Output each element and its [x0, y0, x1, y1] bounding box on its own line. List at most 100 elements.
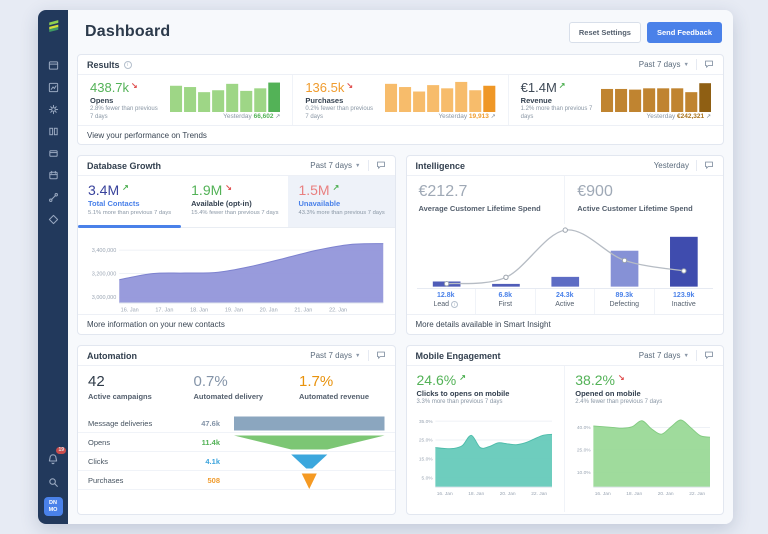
- clicks-to-opens-panel: 24.6% ↗ Clicks to opens on mobile 3.3% mo…: [407, 366, 565, 512]
- sidebar-bottom: 19 DN MO: [43, 447, 66, 516]
- lifecycle-col-defecting[interactable]: 89.3k Defecting: [594, 289, 654, 314]
- lifecycle-col-active[interactable]: 24.3k Active: [534, 289, 595, 314]
- svg-text:35.0%: 35.0%: [418, 419, 432, 425]
- results-panel: Results i Past 7 days ▼ 438.7k ↘ Opens 2.8…: [77, 54, 724, 145]
- funnel-segment-purchases: [234, 471, 385, 490]
- avatar[interactable]: DN MO: [43, 497, 63, 516]
- results-title: Results: [87, 59, 120, 70]
- sidebar-nav: [45, 57, 61, 227]
- comment-icon[interactable]: [376, 157, 386, 175]
- svg-text:20. Jan: 20. Jan: [260, 308, 278, 314]
- results-footer-link[interactable]: View your performance on Trends: [87, 130, 207, 140]
- svg-text:17. Jan: 17. Jan: [155, 308, 173, 314]
- intelligence-footer-link[interactable]: More details available in Smart Insight: [415, 319, 551, 329]
- automation-period-selector[interactable]: Past 7 days ▼: [310, 351, 361, 360]
- sidebar-item-settings-icon[interactable]: [45, 101, 61, 117]
- revenue-bar-chart: [600, 80, 711, 112]
- svg-text:25.0%: 25.0%: [418, 438, 432, 444]
- lifecycle-col-lead[interactable]: 12.8k Lead i: [417, 289, 476, 314]
- svg-text:3,000,000: 3,000,000: [92, 295, 116, 301]
- mobile-engagement-panel: Mobile Engagement Past 7 days ▼ 24.6% ↗ Cl…: [405, 345, 724, 515]
- avatar-initials-line2: MO: [48, 506, 58, 513]
- sidebar-item-campaigns-icon[interactable]: [45, 145, 61, 161]
- comment-icon[interactable]: [704, 56, 714, 74]
- results-period-selector[interactable]: Past 7 days ▼: [638, 60, 689, 69]
- svg-text:40.0%: 40.0%: [577, 425, 591, 431]
- database-growth-panel: Database Growth Past 7 days ▼ 3.4M ↗ Total…: [77, 155, 396, 335]
- database-footer-link[interactable]: More information on your new contacts: [87, 319, 225, 329]
- emarsys-logo[interactable]: [45, 18, 62, 35]
- comment-icon[interactable]: [704, 347, 714, 365]
- trend-arrow: ↘: [617, 373, 625, 382]
- db-tab-available[interactable]: 1.9M ↘ Available (opt-in) 15.4% fewer tha…: [191, 182, 279, 216]
- svg-text:15.0%: 15.0%: [418, 457, 432, 463]
- funnel-row-deliveries: Message deliveries 47.6k: [78, 414, 395, 433]
- kpi-label: Opens: [90, 96, 114, 105]
- topbar: Dashboard Reset Settings Send Feedback: [77, 10, 724, 54]
- db-tab-unavailable[interactable]: 1.5M ↗ Unavailable 43.3% more than previo…: [288, 176, 395, 227]
- chevron-down-icon: ▼: [683, 352, 689, 359]
- sidebar: 19 DN MO: [38, 10, 68, 524]
- sidebar-item-automation-icon[interactable]: [45, 189, 61, 205]
- opens-bar-chart: [170, 80, 281, 112]
- automated-delivery-stat: 0.7% Automated delivery: [193, 373, 264, 401]
- trend-arrow: ↘: [131, 81, 138, 90]
- svg-text:18. Jan: 18. Jan: [190, 308, 208, 314]
- kpi-value: 438.7k: [90, 80, 130, 95]
- svg-text:18. Jan: 18. Jan: [468, 491, 484, 497]
- svg-text:21. Jan: 21. Jan: [294, 308, 312, 314]
- intelligence-panel: Intelligence Yesterday €212.7 Average Cu…: [405, 155, 724, 335]
- contacts-area-chart: 3,000,000 3,200,000 3,400,000 16. Jan 17. Ja…: [78, 228, 395, 314]
- chevron-down-icon: ▼: [355, 352, 361, 359]
- trend-arrow: ↘: [225, 183, 232, 192]
- sidebar-item-content-icon[interactable]: [45, 123, 61, 139]
- intelligence-title: Intelligence: [415, 160, 466, 171]
- lifecycle-col-inactive[interactable]: 123.9k Inactive: [653, 289, 714, 314]
- lifecycle-combo-chart: [407, 224, 724, 288]
- active-campaigns-stat: 42 Active campaigns: [88, 373, 152, 401]
- db-tab-total-contacts[interactable]: 3.4M ↗ Total Contacts 5.1% more than prev…: [78, 176, 182, 228]
- svg-text:22. Jan: 22. Jan: [329, 308, 347, 314]
- sidebar-item-channels-icon[interactable]: [45, 167, 61, 183]
- svg-text:16. Jan: 16. Jan: [121, 308, 139, 314]
- kpi-purchases: 136.5k ↘ Purchases 0.2% fewer than previo…: [292, 75, 507, 125]
- svg-text:20. Jan: 20. Jan: [499, 491, 515, 497]
- clicks-to-opens-area-chart: 35.0% 25.0% 15.0% 5.0% 16. Jan 18. Jan 20. Jan…: [417, 409, 555, 501]
- lifecycle-col-first[interactable]: 6.8k First: [475, 289, 535, 314]
- svg-text:25.0%: 25.0%: [577, 447, 591, 453]
- mobile-engagement-title: Mobile Engagement: [415, 350, 501, 361]
- sidebar-item-start-icon[interactable]: [45, 57, 61, 73]
- kpi-opens: 438.7k ↘ Opens 2.8% fewer than previous 7…: [78, 75, 292, 125]
- comment-icon[interactable]: [376, 347, 386, 365]
- automation-panel: Automation Past 7 days ▼ 42 Active campai…: [77, 345, 396, 515]
- purchases-bar-chart: [385, 80, 496, 112]
- kpi-value: 136.5k: [305, 80, 345, 95]
- svg-text:16. Jan: 16. Jan: [436, 491, 452, 497]
- funnel-segment-clicks: [234, 452, 385, 471]
- funnel-row-purchases: Purchases 508: [78, 471, 395, 490]
- reset-settings-button[interactable]: Reset Settings: [568, 21, 641, 43]
- notifications-bell-icon[interactable]: 19: [45, 447, 66, 467]
- search-icon[interactable]: [45, 474, 61, 490]
- opened-on-mobile-area-chart: 40.0% 25.0% 10.0% 16. Jan 18. Jan 20. Jan 22. …: [575, 409, 713, 501]
- database-growth-title: Database Growth: [87, 160, 162, 171]
- info-icon[interactable]: i: [451, 301, 459, 308]
- svg-text:5.0%: 5.0%: [421, 475, 433, 481]
- funnel-segment-opens: [234, 433, 385, 452]
- sidebar-item-analytics-icon[interactable]: [45, 79, 61, 95]
- info-icon[interactable]: i: [123, 60, 132, 69]
- sidebar-item-personalization-icon[interactable]: [45, 211, 61, 227]
- kpi-caption: 1.2% more than previous 7 days: [520, 106, 593, 120]
- svg-text:3,200,000: 3,200,000: [92, 271, 116, 277]
- mobile-period-selector[interactable]: Past 7 days ▼: [638, 351, 689, 360]
- intelligence-period[interactable]: Yesterday: [653, 161, 689, 170]
- send-feedback-button[interactable]: Send Feedback: [646, 21, 722, 43]
- trend-arrow: ↗: [558, 81, 566, 90]
- trend-arrow: ↘: [346, 81, 354, 90]
- app-window: 19 DN MO Dashboard Reset Settings Send F…: [38, 10, 733, 524]
- avatar-initials-line1: DN: [49, 499, 57, 506]
- kpi-label: Revenue: [520, 96, 552, 105]
- database-period-selector[interactable]: Past 7 days ▼: [310, 161, 361, 170]
- trend-arrow: ↗: [332, 183, 340, 192]
- comment-icon[interactable]: [704, 157, 714, 175]
